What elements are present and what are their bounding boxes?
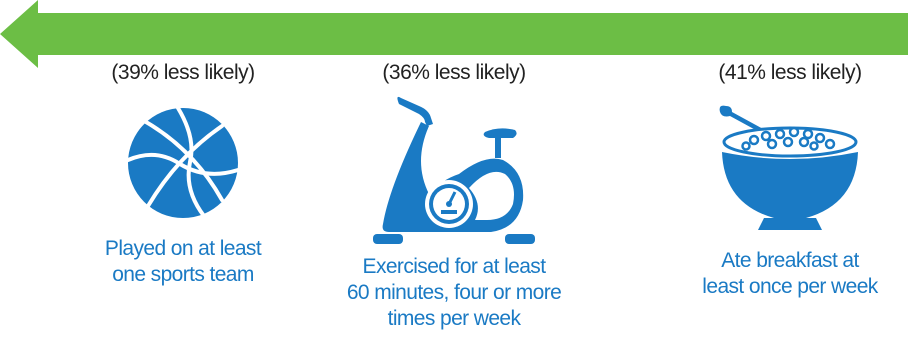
- exercise-bike-icon: [373, 96, 535, 244]
- percent-label: (36% less likely): [382, 61, 526, 84]
- caption: Ate breakfast at least once per week: [702, 249, 878, 298]
- caption: Played on at least one sports team: [104, 237, 262, 286]
- caption: Exercised for at least 60 minutes, four …: [346, 255, 562, 330]
- left-arrow-banner: [0, 0, 908, 68]
- stat-column-exercise: (36% less likely) Exercised for at least…: [304, 58, 604, 332]
- stat-column-sports: (39% less likely) Played on at least one…: [33, 58, 333, 288]
- percent-label: (41% less likely): [718, 61, 862, 84]
- basketball-icon: [126, 106, 240, 218]
- stat-column-breakfast: (41% less likely) Ate breakfast at least…: [640, 58, 908, 300]
- percent-label: (39% less likely): [111, 61, 255, 84]
- cereal-bowl-icon: [719, 105, 858, 230]
